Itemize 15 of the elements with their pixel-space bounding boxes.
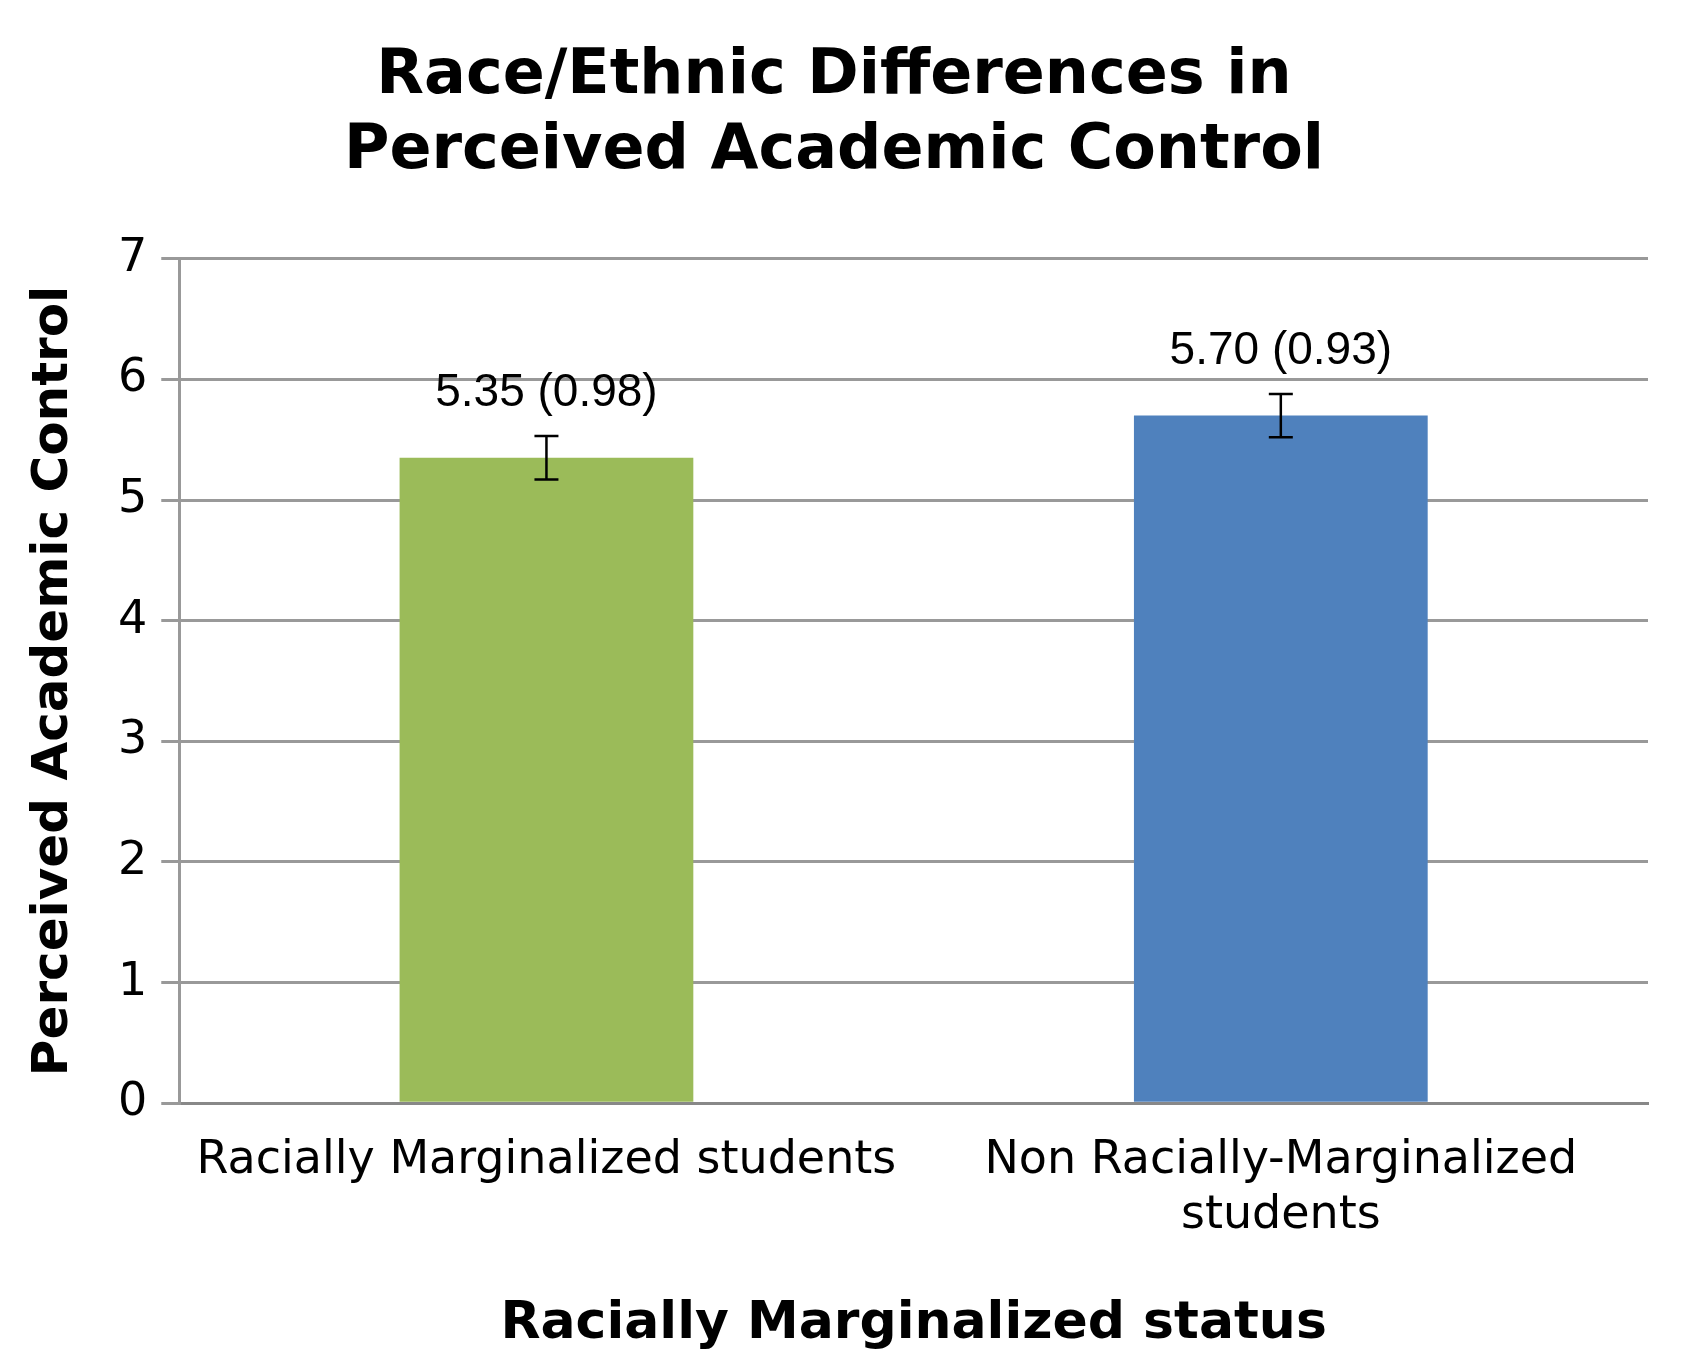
y-tick-label: 5: [117, 469, 148, 524]
x-tick-label: Racially Marginalized students: [196, 1129, 897, 1184]
y-tick-label: 3: [117, 710, 148, 765]
y-tick-label: 0: [117, 1072, 148, 1127]
y-tick-label: 6: [117, 348, 148, 403]
y-tick-label: 1: [117, 951, 148, 1006]
data-label: 5.70 (0.93): [1169, 321, 1393, 374]
y-axis-title: Perceived Academic Control: [20, 285, 79, 1077]
y-tick-label: 7: [117, 227, 148, 282]
y-tick-label: 2: [117, 830, 148, 885]
y-tick-label: 4: [117, 589, 148, 644]
x-axis-title: Racially Marginalized status: [500, 1290, 1327, 1351]
x-tick-label: Non Racially-Marginalized students: [984, 1129, 1578, 1239]
chart-title: Race/Ethnic Differences in Perceived Academic Control: [343, 35, 1325, 183]
data-label: 5.35 (0.98): [435, 363, 658, 416]
